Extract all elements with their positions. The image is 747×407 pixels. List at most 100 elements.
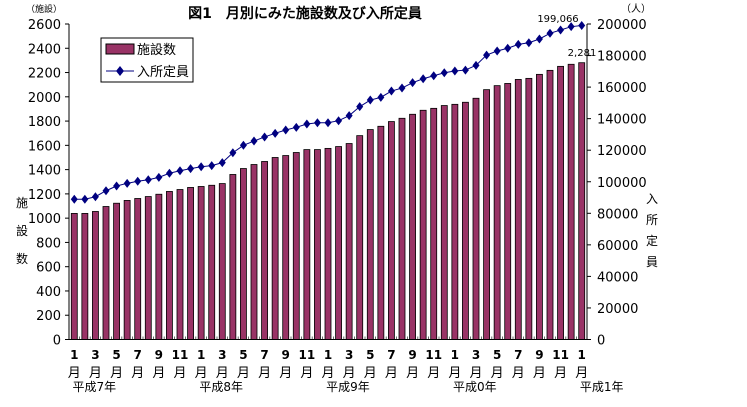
right-tick-label: 40000 <box>597 270 638 285</box>
line-point <box>208 161 216 171</box>
line-point <box>155 172 163 182</box>
bar <box>134 198 142 340</box>
line-point <box>324 118 332 128</box>
legend-label-capacity: 入所定員 <box>137 65 189 80</box>
right-tick-label: 140000 <box>597 113 647 128</box>
bar <box>292 152 300 340</box>
x-tick-month: 月 <box>173 366 186 381</box>
bar <box>155 193 163 340</box>
bar <box>324 147 332 340</box>
x-tick-month: 月 <box>469 366 482 381</box>
x-tick-month: 月 <box>343 366 356 381</box>
bar <box>419 109 427 340</box>
right-tick-label: 80000 <box>597 207 638 222</box>
bar <box>271 157 279 340</box>
line-point <box>271 128 279 138</box>
line-point <box>483 50 491 60</box>
line-point <box>557 25 565 35</box>
x-tick-month: 月 <box>195 366 208 381</box>
line-point <box>187 164 195 174</box>
bar <box>176 189 184 340</box>
line-point <box>303 119 311 129</box>
x-tick-label: 1 <box>70 348 78 362</box>
left-tick-label: 2000 <box>28 91 61 106</box>
line-point <box>472 60 480 70</box>
bar <box>525 77 533 340</box>
line-point <box>387 86 395 96</box>
line-point <box>366 95 374 105</box>
bar <box>70 213 78 340</box>
x-tick-label: 3 <box>218 348 226 362</box>
line-point <box>377 92 385 102</box>
chart-title: 図1 月別にみた施設数及び入所定員 <box>188 5 422 22</box>
bar <box>388 121 395 340</box>
bar <box>229 174 237 340</box>
x-tick-label: 3 <box>345 348 353 362</box>
x-tick-label: 1 <box>578 348 586 362</box>
line-point <box>578 20 586 30</box>
bar <box>536 73 543 340</box>
x-tick-label: 1 <box>451 348 459 362</box>
bar <box>366 129 374 340</box>
line-point <box>134 176 142 186</box>
x-tick-month: 月 <box>216 366 229 381</box>
bar <box>345 143 353 340</box>
line-point <box>261 132 269 142</box>
x-tick-label: 11 <box>299 348 316 362</box>
bar <box>144 196 152 340</box>
right-tick-label: 60000 <box>597 239 638 254</box>
bar <box>314 149 321 340</box>
bar <box>335 146 342 340</box>
x-tick-month: 月 <box>89 366 102 381</box>
legend-bar-swatch <box>105 43 135 55</box>
x-tick-month: 月 <box>321 366 334 381</box>
line-point <box>123 178 131 188</box>
left-tick-label: 1600 <box>28 139 61 154</box>
line-point <box>525 38 533 48</box>
bar <box>462 101 469 340</box>
left-tick-label: 2200 <box>28 67 61 82</box>
bar <box>557 65 564 340</box>
line-point <box>239 140 247 150</box>
line-point <box>451 66 459 76</box>
x-tick-month: 月 <box>491 366 504 381</box>
bar <box>514 79 522 340</box>
year-label: 平成8年 <box>199 380 243 394</box>
x-tick-month: 月 <box>237 366 250 381</box>
line-point <box>535 34 543 44</box>
bar <box>546 69 554 340</box>
bar <box>398 117 406 340</box>
bar <box>377 125 385 340</box>
line-point <box>546 28 554 38</box>
x-tick-label: 3 <box>472 348 480 362</box>
right-axis-unit: （人） <box>621 3 651 15</box>
x-tick-month: 月 <box>385 366 398 381</box>
line-point <box>91 192 99 202</box>
x-tick-label: 1 <box>324 348 332 362</box>
bar <box>578 62 586 340</box>
x-tick-month: 月 <box>110 366 123 381</box>
x-tick-label: 7 <box>514 348 522 362</box>
bar <box>303 149 311 340</box>
left-axis-label-char: 設 <box>16 223 28 238</box>
bar <box>430 107 438 340</box>
bar <box>409 113 416 340</box>
bar <box>356 135 364 340</box>
annotation-capacity: 199,066 <box>537 14 578 25</box>
right-tick-label: 120000 <box>597 144 647 159</box>
line-point <box>144 175 152 185</box>
line-point <box>335 116 343 126</box>
line-point <box>345 111 353 121</box>
line-point <box>504 43 512 53</box>
right-tick-label: 20000 <box>597 302 638 317</box>
x-tick-label: 11 <box>552 348 569 362</box>
x-tick-month: 月 <box>279 366 292 381</box>
x-tick-label: 5 <box>493 348 501 362</box>
right-tick-label: 200000 <box>597 18 647 33</box>
x-tick-month: 月 <box>364 366 377 381</box>
left-tick-label: 2400 <box>28 42 61 57</box>
right-axis-label-char: 所 <box>646 213 658 227</box>
left-tick-label: 1800 <box>28 115 61 130</box>
bar <box>567 63 575 340</box>
right-tick-label: 160000 <box>597 81 647 96</box>
